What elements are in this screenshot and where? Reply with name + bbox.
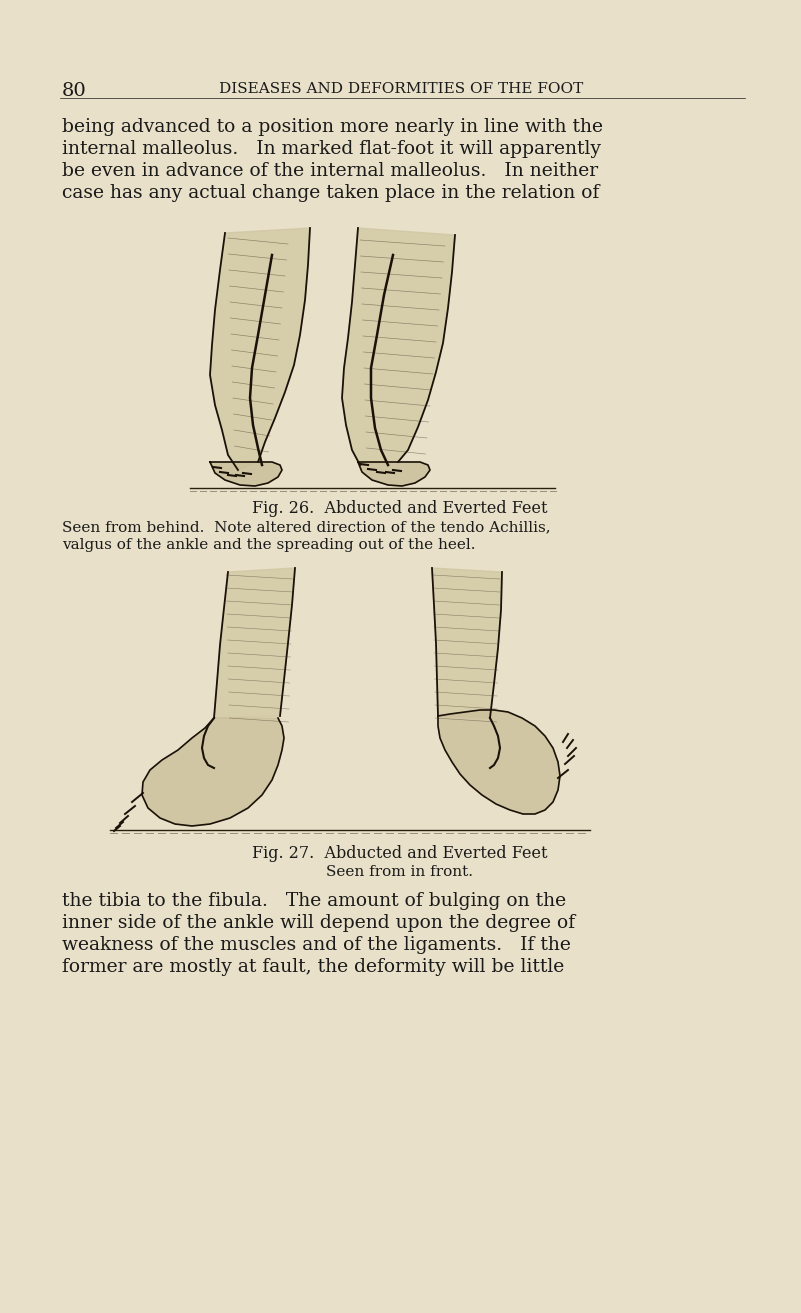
Polygon shape	[210, 462, 282, 486]
Text: former are mostly at fault, the deformity will be little: former are mostly at fault, the deformit…	[62, 958, 564, 976]
Text: DISEASES AND DEFORMITIES OF THE FOOT: DISEASES AND DEFORMITIES OF THE FOOT	[219, 81, 583, 96]
Text: inner side of the ankle will depend upon the degree of: inner side of the ankle will depend upon…	[62, 914, 575, 932]
Text: Seen from behind.  Note altered direction of the tendo Achillis,: Seen from behind. Note altered direction…	[62, 520, 550, 534]
Polygon shape	[142, 718, 284, 826]
Polygon shape	[438, 710, 560, 814]
Text: case has any actual change taken place in the relation of: case has any actual change taken place i…	[62, 184, 599, 202]
Text: weakness of the muscles and of the ligaments.   If the: weakness of the muscles and of the ligam…	[62, 936, 571, 955]
Text: Fig. 27.  Abducted and Everted Feet: Fig. 27. Abducted and Everted Feet	[252, 846, 548, 863]
Polygon shape	[214, 569, 295, 718]
Text: being advanced to a position more nearly in line with the: being advanced to a position more nearly…	[62, 118, 603, 137]
Text: 80: 80	[62, 81, 87, 100]
Polygon shape	[342, 228, 455, 465]
Text: be even in advance of the internal malleolus.   In neither: be even in advance of the internal malle…	[62, 161, 598, 180]
Text: internal malleolus.   In marked flat-foot it will apparently: internal malleolus. In marked flat-foot …	[62, 140, 601, 158]
Text: valgus of the ankle and the spreading out of the heel.: valgus of the ankle and the spreading ou…	[62, 538, 476, 551]
Text: the tibia to the fibula.   The amount of bulging on the: the tibia to the fibula. The amount of b…	[62, 892, 566, 910]
Text: Fig. 26.  Abducted and Everted Feet: Fig. 26. Abducted and Everted Feet	[252, 500, 548, 517]
Polygon shape	[210, 228, 310, 470]
Polygon shape	[358, 462, 430, 486]
Text: Seen from in front.: Seen from in front.	[327, 865, 473, 878]
Polygon shape	[432, 569, 502, 718]
